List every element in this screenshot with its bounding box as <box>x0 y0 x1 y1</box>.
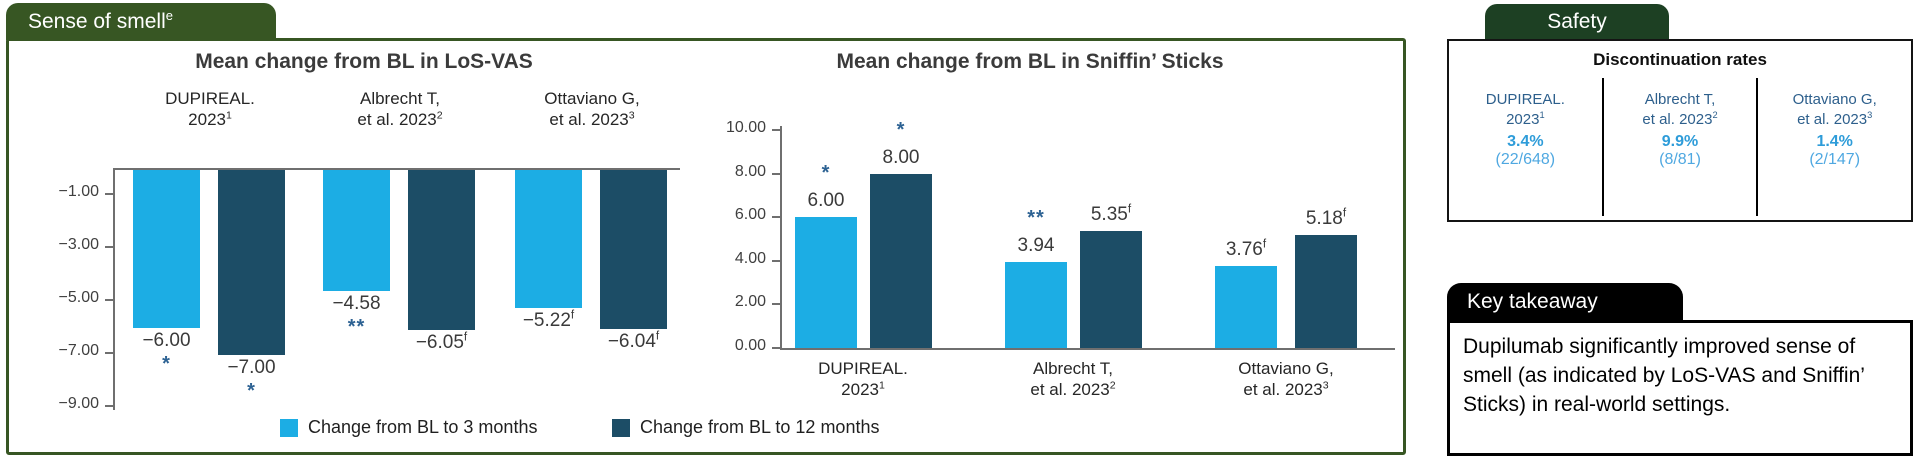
safety-fraction-value: (22/648) <box>1495 151 1556 168</box>
category-label: Albrecht T, et al. 20232 <box>1030 359 1116 400</box>
significance-marker: * <box>821 162 831 184</box>
bar-value-label: 5.18f <box>1305 206 1347 229</box>
category-label: Ottaviano G, et al. 20233 <box>544 89 640 130</box>
safety-tab: Safety <box>1485 4 1669 40</box>
axis-tick <box>105 404 113 407</box>
axis-tick-label: −3.00 <box>58 236 99 254</box>
bar-value-label: 3.76f <box>1225 237 1267 260</box>
zero-baseline <box>113 168 680 170</box>
key-takeaway-panel: Dupilumab significantly improved sense o… <box>1447 320 1913 456</box>
chart-title: Mean change from BL in LoS-VAS <box>195 50 533 73</box>
category-label: DUPIREAL. 20231 <box>165 89 255 130</box>
chart-title: Mean change from BL in Sniffin’ Sticks <box>836 50 1224 73</box>
axis-tick <box>105 246 113 249</box>
axis-tick-label: 4.00 <box>734 249 766 267</box>
legend-label-3-months: Change from BL to 3 months <box>308 417 538 437</box>
legend-item-12-months: Change from BL to 12 months <box>612 417 879 438</box>
legend-swatch-12-months <box>612 418 630 437</box>
axis-tick <box>105 193 113 196</box>
sniffin-sticks-chart: Mean change from BL in Sniffin’ Sticks DU… <box>700 50 1412 450</box>
axis-tick <box>772 129 780 131</box>
safety-rate-value: 1.4% <box>1816 133 1853 150</box>
y-axis-line <box>113 168 115 410</box>
safety-column: DUPIREAL. 20231 3.4% (22/648) <box>1449 78 1602 216</box>
axis-tick-label: −5.00 <box>58 289 99 306</box>
bar-12-months <box>600 170 667 329</box>
bar-12-months <box>1295 235 1357 348</box>
bar-value-label: 3.94 <box>1017 235 1055 256</box>
sense-of-smell-tab: Sense of smelle <box>6 3 276 40</box>
safety-study-name: DUPIREAL. 20231 <box>1485 91 1565 128</box>
bar-12-months <box>1080 231 1142 348</box>
safety-fraction-value: (8/81) <box>1659 151 1701 168</box>
bar-value-label: 6.00 <box>807 190 845 211</box>
bar-value-label: −6.05f <box>415 330 468 353</box>
bar-3-months <box>1005 262 1067 348</box>
axis-tick <box>772 347 780 349</box>
axis-tick <box>105 351 113 354</box>
bar-3-months <box>515 170 582 308</box>
legend-item-3-months: Change from BL to 3 months <box>280 417 537 438</box>
bar-value-label: −7.00 <box>227 357 276 378</box>
significance-marker: * <box>896 119 906 141</box>
legend-label-12-months: Change from BL to 12 months <box>640 417 880 437</box>
los-vas-chart: Mean change from BL in LoS-VAS DUPIREAL. 2… <box>14 50 704 450</box>
sense-of-smell-tab-label: Sense of smelle <box>28 7 173 33</box>
safety-study-name: Ottaviano G, et al. 20233 <box>1792 91 1877 128</box>
axis-tick-label: 6.00 <box>734 206 766 224</box>
bar-12-months <box>218 170 285 355</box>
axis-tick <box>772 216 780 219</box>
y-axis-line <box>780 126 782 350</box>
bar-12-months <box>870 174 932 348</box>
safety-study-name: Albrecht T, et al. 20232 <box>1642 91 1718 128</box>
bar-value-label: 5.35f <box>1090 202 1132 225</box>
safety-column: Ottaviano G, et al. 20233 1.4% (2/147) <box>1756 78 1911 216</box>
axis-tick-label: 2.00 <box>734 293 766 311</box>
significance-marker: * <box>162 353 171 375</box>
bar-3-months <box>1215 266 1277 348</box>
category-label: Albrecht T, et al. 20232 <box>357 89 443 130</box>
bar-3-months <box>133 170 200 328</box>
axis-tick-label: 0.00 <box>734 337 766 354</box>
bar-value-label: −4.58 <box>332 293 381 314</box>
key-takeaway-tab-label: Key takeaway <box>1467 290 1598 313</box>
axis-tick <box>772 303 780 306</box>
bar-12-months <box>408 170 475 330</box>
safety-tab-label: Safety <box>1547 10 1607 33</box>
bar-value-label: 8.00 <box>882 147 920 168</box>
safety-rate-value: 3.4% <box>1507 133 1544 150</box>
axis-tick-label: −7.00 <box>58 341 99 359</box>
key-takeaway-tab: Key takeaway <box>1447 283 1683 321</box>
safety-fraction-value: (2/147) <box>1809 151 1861 168</box>
axis-tick-label: 8.00 <box>734 162 766 180</box>
significance-marker: ** <box>347 316 366 338</box>
safety-panel: Discontinuation rates DUPIREAL. 20231 3.4%… <box>1447 39 1913 222</box>
bar-value-label: −5.22f <box>522 308 575 331</box>
discontinuation-rates-heading: Discontinuation rates <box>1593 50 1767 69</box>
axis-tick-label: −1.00 <box>58 183 99 201</box>
safety-columns: DUPIREAL. 20231 3.4% (22/648) Albrecht T, et … <box>1449 78 1911 216</box>
legend-swatch-3-months <box>280 418 298 437</box>
significance-marker: ** <box>1027 207 1045 229</box>
axis-tick <box>105 299 113 301</box>
axis-tick-label: −9.00 <box>58 394 99 412</box>
axis-tick <box>772 259 780 262</box>
category-label: DUPIREAL. 20231 <box>818 359 908 400</box>
x-baseline <box>780 348 1395 350</box>
bar-3-months <box>795 217 857 348</box>
bar-value-label: −6.04f <box>607 329 660 352</box>
safety-column: Albrecht T, et al. 20232 9.9% (8/81) <box>1601 78 1757 216</box>
bar-3-months <box>323 170 390 291</box>
safety-rate-value: 9.9% <box>1661 133 1699 150</box>
category-label: Ottaviano G, et al. 20233 <box>1238 359 1334 400</box>
bar-value-label: −6.00 <box>142 330 191 351</box>
key-takeaway-text: Dupilumab significantly improved sense o… <box>1463 335 1865 416</box>
axis-tick-label: 10.00 <box>725 119 766 136</box>
axis-tick <box>772 172 780 175</box>
significance-marker: * <box>247 380 256 402</box>
